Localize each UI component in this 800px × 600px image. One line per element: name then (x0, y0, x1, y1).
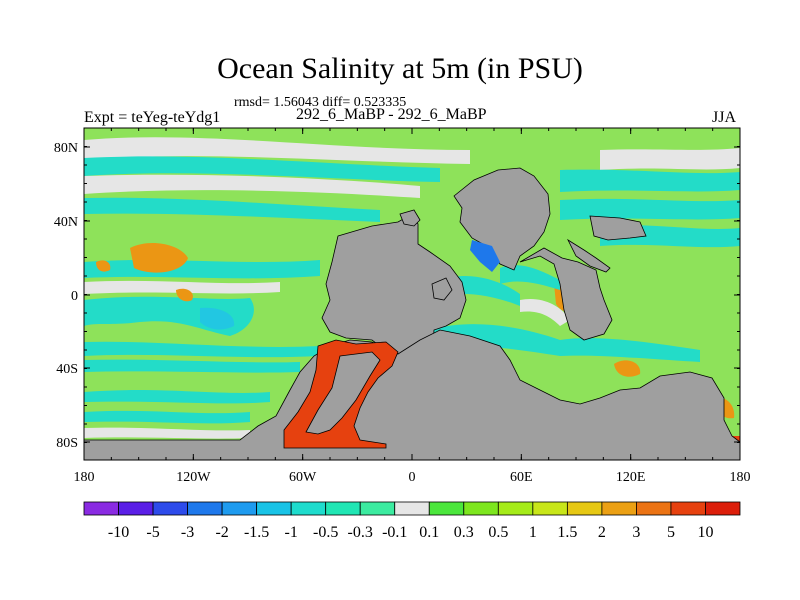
lon-tick-label: 120E (616, 470, 646, 485)
salinity-patch (84, 137, 470, 164)
salinity-patch (520, 298, 570, 326)
colorbar-label: -1.5 (244, 524, 269, 541)
lat-tick-label: 40N (54, 215, 78, 230)
colorbar-label: -10 (108, 524, 129, 541)
colorbar-swatch (118, 501, 154, 516)
colorbar-label: 3 (632, 524, 640, 541)
colorbar-swatch (152, 501, 188, 516)
colorbar-swatch (463, 501, 499, 516)
colorbar-swatch (497, 501, 534, 516)
colorbar-swatch (428, 501, 465, 516)
lon-tick-label: 120W (176, 470, 211, 485)
salinity-patch (84, 359, 300, 373)
lon-tick-label: 0 (409, 470, 416, 485)
latitude-axis: 80N 40N 0 40S 80S (54, 127, 740, 451)
colorbar: -10 -5 -3 -2 -1.5 -1 -0.5 -0.3 -0.1 0.1 0.3 0.5 1 1.5… (83, 501, 741, 541)
subtitle: 292_6_MaBP - 292_6_MaBP (296, 106, 487, 123)
salinity-patch (130, 243, 188, 273)
experiment-label: Expt = teYeg-teYdg1 (84, 109, 221, 126)
colorbar-label: 1.5 (557, 524, 577, 541)
colorbar-swatch (532, 501, 568, 516)
colorbar-label: 0.1 (419, 524, 439, 541)
colorbar-label: 0.5 (488, 524, 508, 541)
colorbar-label: -5 (146, 524, 159, 541)
lat-tick-label: 40S (56, 362, 78, 377)
season-label: JJA (712, 109, 737, 126)
colorbar-swatch (566, 501, 603, 516)
colorbar-swatch (256, 501, 292, 516)
salinity-patch (600, 148, 740, 170)
colorbar-swatch (83, 501, 119, 516)
lat-tick-label: 80N (54, 141, 78, 156)
salinity-patch (84, 260, 320, 279)
salinity-patch (84, 197, 380, 222)
colorbar-label: -2 (215, 524, 228, 541)
colorbar-label: -1 (284, 524, 297, 541)
colorbar-swatch (359, 501, 396, 516)
land-polygon (453, 167, 551, 271)
lat-tick-label: 0 (71, 289, 78, 304)
colorbar-label: -0.1 (382, 524, 407, 541)
land-polygon (84, 329, 740, 460)
colorbar-label: 0.3 (454, 524, 474, 541)
land-polygon (519, 247, 613, 341)
salinity-patch (560, 169, 740, 192)
lon-tick-label: 60E (510, 470, 533, 485)
colorbar-label: 1 (529, 524, 537, 541)
colorbar-label: 5 (667, 524, 675, 541)
land-polygon (567, 238, 611, 273)
colorbar-swatch (187, 501, 223, 516)
salinity-patch (84, 427, 250, 439)
colorbar-label: -0.5 (313, 524, 338, 541)
salinity-patch (84, 156, 440, 182)
lon-tick-label: 180 (730, 470, 751, 485)
colorbar-swatch (601, 501, 637, 516)
lat-tick-label: 80S (56, 436, 78, 451)
colorbar-swatch (394, 501, 430, 516)
salinity-patch (84, 280, 280, 294)
land-mask (84, 167, 740, 460)
land-polygon (305, 351, 381, 435)
chart-title: Ocean Salinity at 5m (in PSU) (217, 52, 583, 85)
lon-tick-label: 180 (74, 470, 95, 485)
salinity-patch (96, 260, 111, 272)
salinity-patch (84, 390, 270, 404)
salinity-patch (200, 307, 235, 330)
lon-tick-label: 60W (289, 470, 317, 485)
colorbar-swatch (290, 501, 327, 516)
salinity-patch (430, 324, 700, 362)
salinity-field-patches (84, 137, 740, 460)
land-polygon (399, 209, 421, 227)
rmsd-diff-stats: rmsd= 1.56043 diff= 0.523335 (234, 95, 407, 110)
colorbar-label: 2 (598, 524, 606, 541)
salinity-patch (614, 360, 641, 377)
salinity-patch (560, 198, 740, 220)
salinity-patch (176, 288, 193, 302)
land-polygon (589, 215, 647, 241)
salinity-patch (84, 341, 320, 358)
colorbar-swatch (705, 501, 741, 516)
map-plot-area (84, 128, 740, 460)
land-polygon (431, 277, 453, 301)
negative-anomaly-patch (470, 240, 500, 272)
colorbar-swatch (636, 501, 672, 516)
longitude-axis: 180 120W 60W 0 60E 120E 180 (74, 128, 751, 485)
land-polygon (321, 213, 467, 371)
colorbar-label: -3 (181, 524, 194, 541)
salinity-patch (500, 265, 560, 290)
colorbar-label: 10 (697, 524, 713, 541)
colorbar-label: -0.3 (348, 524, 373, 541)
colorbar-swatch (221, 501, 258, 516)
colorbar-swatch (325, 501, 361, 516)
salinity-patch (84, 174, 420, 198)
salinity-patch (84, 410, 250, 424)
colorbar-swatch (670, 501, 706, 516)
